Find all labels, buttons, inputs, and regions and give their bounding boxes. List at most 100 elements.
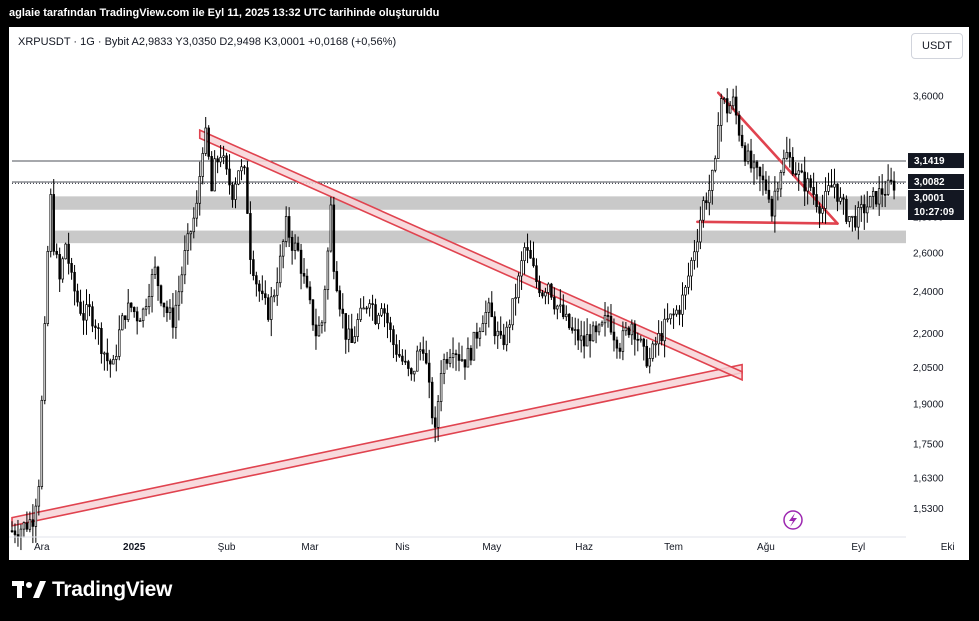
candle-body [398,354,401,357]
candle-body [332,204,336,272]
candle-body [591,325,595,342]
candle-body [103,352,106,355]
candle-body [82,313,85,321]
flash-icon[interactable] [783,510,803,530]
candle-body [800,170,803,173]
candle-body [568,313,571,329]
candle-body [222,155,225,158]
candle-body [603,315,607,324]
currency-button[interactable]: USDT [911,33,963,59]
candle-body [696,241,699,253]
candle-body [34,505,38,527]
candle-body [770,198,774,217]
candle-body [16,534,20,538]
candle-body [97,327,100,329]
candle-body [457,354,461,361]
candle-body [231,184,234,200]
candle-body [615,339,619,349]
candle-body [624,327,628,332]
candle-body [258,283,261,292]
candle-body [52,194,55,252]
candle-body [597,324,601,333]
candle-body [219,157,222,163]
candle-body [863,204,866,214]
candle-body [657,333,660,345]
candle-body [347,328,350,340]
candle-body [824,191,827,209]
chart-caption: aglaie tarafından TradingView.com ile Ey… [9,7,440,19]
candle-body [43,323,47,401]
candle-body [517,275,520,298]
candle-body [147,296,151,308]
candle-body [118,329,121,357]
chart-panel[interactable]: 3,60002,80002,60002,40002,20002,05001,90… [9,27,969,560]
candle-body [877,188,881,205]
candle-body [734,96,738,116]
candle-body [338,290,342,310]
candle-body [40,399,44,487]
candle-body [73,271,76,292]
candle-body [162,302,166,308]
candle-body [240,166,243,172]
candle-body [755,161,759,168]
candle-body [725,98,729,114]
candle-body [606,315,610,317]
price-chart[interactable]: 3,60002,80002,60002,40002,20002,05001,90… [9,27,969,560]
candle-body [302,273,306,277]
candle-body [79,301,82,314]
candle-body [132,307,136,313]
candle-body [389,322,392,330]
x-tick-label: Ağu [757,542,775,553]
triangle-band [198,128,743,382]
candle-body [261,290,264,295]
candle-body [538,281,541,294]
candle-body [752,161,756,169]
candle-body [839,197,842,202]
candle-body [690,260,693,277]
candle-body [392,329,395,346]
candle-body [794,173,797,175]
candle-body [767,189,771,200]
candle-body [180,274,184,293]
price-badge [908,190,964,221]
candle-body [532,257,535,267]
candle-body [508,324,511,328]
candle-body [740,134,744,147]
candle-body [430,381,434,419]
price-axis [906,27,969,560]
candle-body [22,522,26,530]
candle-body [854,215,857,228]
support-zones [50,196,907,244]
candle-body [827,185,830,192]
candle-body [174,304,178,328]
y-tick-label: 1,5300 [913,504,944,515]
candle-body [451,353,455,358]
candle-body [424,353,428,364]
candle-body [499,330,502,336]
y-tick-label: 1,7500 [913,439,944,450]
candle-body [290,236,294,251]
candle-body [368,303,371,309]
candle-body [168,307,172,313]
candle-body [156,266,160,287]
reference-lines [12,160,906,184]
candle-body [785,152,789,159]
candle-body [299,249,303,274]
candle-body [699,219,702,243]
candle-body [19,528,23,538]
candle-body [305,275,309,288]
candle-body [565,313,568,318]
candle-body [621,330,625,352]
candle-body [67,243,70,264]
candle-body [821,208,824,214]
candle-body [627,327,631,336]
candle-body [609,315,613,333]
candle-body [478,331,482,339]
candle-body [31,519,35,527]
candle-body [419,349,422,352]
candle-body [570,327,574,331]
candle-body [705,200,708,204]
candle-body [210,156,213,192]
candle-body [374,304,377,325]
candle-body [788,152,792,158]
